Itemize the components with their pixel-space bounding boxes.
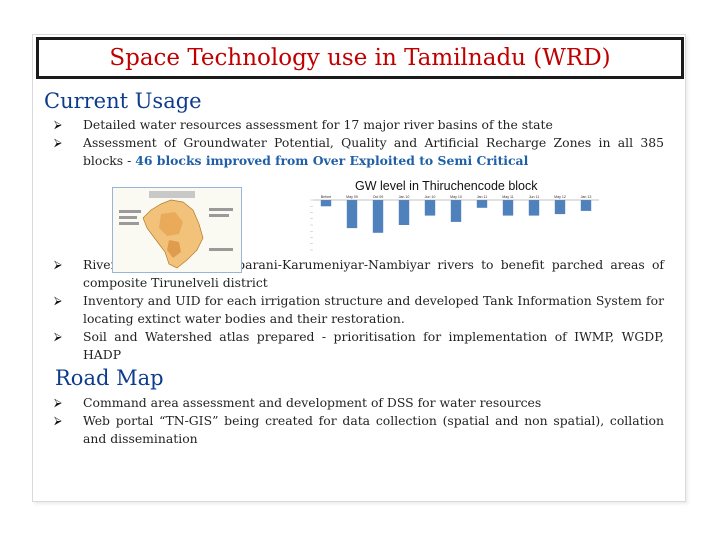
legend-line bbox=[209, 248, 233, 251]
arrow-bullet-icon: ⮚ bbox=[54, 396, 62, 409]
category-label: Oct 09 bbox=[373, 195, 384, 199]
arrow-bullet-icon: ⮚ bbox=[54, 258, 62, 271]
bar bbox=[372, 200, 384, 233]
arrow-bullet-icon: ⮚ bbox=[54, 414, 62, 427]
bar bbox=[554, 200, 566, 215]
bar bbox=[476, 200, 488, 208]
bar bbox=[502, 200, 514, 216]
bullet-text: Assessment of Groundwater Potential, Qua… bbox=[83, 135, 664, 168]
bar bbox=[320, 200, 332, 207]
bar bbox=[580, 200, 592, 211]
bar bbox=[424, 200, 436, 216]
bullet-text: Web portal “TN-GIS” being created for da… bbox=[83, 413, 664, 446]
map-drawing bbox=[119, 191, 233, 269]
category-label: Jan 11 bbox=[477, 195, 488, 199]
arrow-bullet-icon: ⮚ bbox=[54, 118, 62, 131]
slide-title: Space Technology use in Tamilnadu (WRD) bbox=[109, 45, 611, 71]
gw-level-chart: Before May 09 Oct 09 Jan 10 Jun 10 May 10 Jan … bbox=[303, 192, 605, 252]
legend-line bbox=[119, 222, 139, 225]
list-item: ⮚ Web portal “TN-GIS” being created for … bbox=[54, 412, 664, 448]
highlight-text: 46 blocks improved from Over Exploited t… bbox=[135, 153, 529, 168]
map-header-strip bbox=[149, 191, 195, 198]
bar bbox=[450, 200, 462, 222]
bullet-text: Inventory and UID for each irrigation st… bbox=[83, 293, 664, 326]
legend-line bbox=[209, 214, 229, 217]
list-item: ⮚ Inventory and UID for each irrigation … bbox=[54, 292, 664, 328]
category-label: Jun 11 bbox=[529, 195, 540, 199]
list-item: ⮚ Detailed water resources assessment fo… bbox=[54, 116, 664, 134]
slide-title-box: Space Technology use in Tamilnadu (WRD) bbox=[36, 37, 684, 79]
category-label: May 11 bbox=[502, 195, 514, 199]
bar bbox=[528, 200, 540, 216]
list-item: ⮚ Soil and Watershed atlas prepared - pr… bbox=[54, 328, 664, 364]
list-item: ⮚ Command area assessment and developmen… bbox=[54, 394, 664, 412]
legend-line bbox=[209, 208, 233, 211]
road-map-list: ⮚ Command area assessment and developmen… bbox=[54, 394, 664, 448]
current-usage-list-top: ⮚ Detailed water resources assessment fo… bbox=[54, 116, 664, 170]
category-label: May 12 bbox=[554, 195, 566, 199]
bullet-text: Command area assessment and development … bbox=[83, 395, 542, 410]
arrow-bullet-icon: ⮚ bbox=[54, 294, 62, 307]
category-label: May 10 bbox=[450, 195, 462, 199]
gw-chart-svg: Before May 09 Oct 09 Jan 10 Jun 10 May 10 Jan … bbox=[310, 195, 599, 251]
road-map-heading: Road Map bbox=[55, 366, 164, 390]
category-label: Jun 10 bbox=[425, 195, 436, 199]
category-label: Jan 13 bbox=[581, 195, 592, 199]
list-item: ⮚ Assessment of Groundwater Potential, Q… bbox=[54, 134, 664, 170]
tamilnadu-map-image bbox=[112, 187, 242, 273]
bullet-text: Soil and Watershed atlas prepared - prio… bbox=[83, 329, 664, 362]
figure-caption: GW level in Thiruchencode block bbox=[355, 179, 538, 193]
current-usage-heading: Current Usage bbox=[44, 89, 202, 113]
legend-line bbox=[119, 216, 137, 219]
bar bbox=[346, 200, 358, 229]
arrow-bullet-icon: ⮚ bbox=[54, 330, 62, 343]
arrow-bullet-icon: ⮚ bbox=[54, 136, 62, 149]
category-label: Before bbox=[321, 195, 332, 199]
district-shape bbox=[167, 240, 181, 258]
category-label: May 09 bbox=[346, 195, 358, 199]
category-label: Jan 10 bbox=[399, 195, 410, 199]
bullet-text: Detailed water resources assessment for … bbox=[83, 117, 553, 132]
legend-line bbox=[119, 210, 141, 213]
district-shape bbox=[159, 212, 183, 236]
bar bbox=[398, 200, 410, 225]
